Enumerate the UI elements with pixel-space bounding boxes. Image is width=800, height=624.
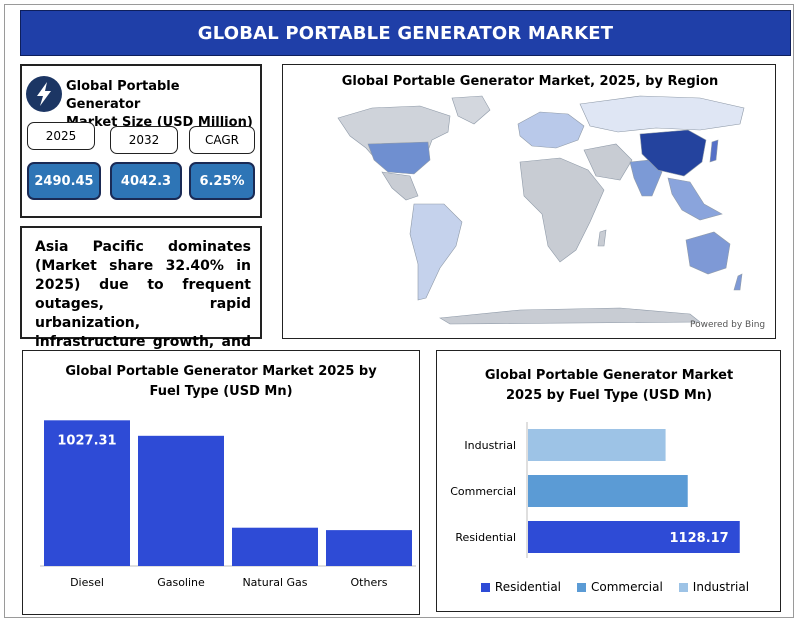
value-cagr: 6.25% [189,162,255,200]
fuel-bar-tick-diesel: Diesel [70,576,104,589]
fuel-hbar-residential [528,521,740,553]
legend-item-industrial: Industrial [678,580,750,594]
map-middle-east [583,143,633,181]
map-china [639,129,707,177]
fuel-bar-others [326,530,412,566]
map-russia [579,95,745,133]
market-size-title-line1: Global Portable Generator [66,79,180,112]
fuel-bar-chart-title: Global Portable Generator Market 2025 by… [30,362,412,402]
summary-panel [20,226,262,339]
map-title: Global Portable Generator Market, 2025, … [341,74,719,89]
page-frame [4,4,794,618]
fuel-bar-data-label-diesel: 1027.31 [57,433,116,448]
legend-swatch-industrial [678,582,688,592]
year-2025-label: 2025 [27,122,95,150]
map-credit: Powered by Bing [690,320,766,330]
map-antarctica [439,307,701,325]
value-2032: 4042.3 [110,162,182,200]
fuel-bar-tick-gasoline: Gasoline [157,576,205,589]
legend-swatch-residential [480,582,490,592]
legend-label-commercial: Commercial [591,580,663,594]
fuel-bar-natural-gas [232,527,318,566]
map-usa [367,141,431,175]
summary-text: Asia Pacific dominates (Market share 32.… [35,239,251,369]
map-madagascar [597,229,607,247]
fuel-hbar-chart-title: Global Portable Generator Market 2025 by… [450,366,768,406]
fuel-hbar-commercial [528,475,688,507]
legend-label-industrial: Industrial [692,580,750,594]
fuel-hbar-industrial [528,429,666,461]
legend-item-residential: Residential [480,580,562,594]
fuel-hbar-tick-commercial: Commercial [450,485,516,498]
map-australia [685,231,731,275]
cagr-label: CAGR [189,126,255,154]
fuel-hbar-tick-industrial: Industrial [464,439,516,452]
map-africa [519,157,605,263]
map-central-america [381,171,419,201]
map-japan [709,139,719,163]
page-title: GLOBAL PORTABLE GENERATOR MARKET [197,22,614,44]
year-2032-label: 2032 [110,126,178,154]
value-2025: 2490.45 [27,162,101,200]
fuel-hbar-chart-legend: Residential Commercial Industrial [440,580,790,594]
fuel-hbar-chart-title-line1: Global Portable Generator Market [484,368,734,383]
page-title-banner: GLOBAL PORTABLE GENERATOR MARKET [20,10,791,56]
fuel-bar-chart-title-line1: Global Portable Generator Market 2025 by [65,364,377,379]
legend-item-commercial: Commercial [577,580,663,594]
fuel-bar-diesel [44,420,130,566]
map-south-america [409,203,463,301]
fuel-bar-tick-others: Others [351,576,388,589]
fuel-bar-tick-natural-gas: Natural Gas [242,576,307,589]
fuel-bar-chart-title-line2: Fuel Type (USD Mn) [149,384,293,399]
map-southeast-asia [667,177,723,221]
map-new-zealand [733,273,743,291]
map-europe [517,111,585,149]
fuel-bar-gasoline [138,435,224,566]
fuel-hbar-chart-title-line2: 2025 by Fuel Type (USD Mn) [505,388,713,403]
fuel-hbar-data-label-residential: 1128.17 [670,531,729,546]
map-greenland [451,95,491,125]
legend-swatch-commercial [577,582,587,592]
lightning-bolt-icon [26,76,62,112]
fuel-hbar-tick-residential: Residential [455,531,516,544]
legend-label-residential: Residential [494,580,562,594]
